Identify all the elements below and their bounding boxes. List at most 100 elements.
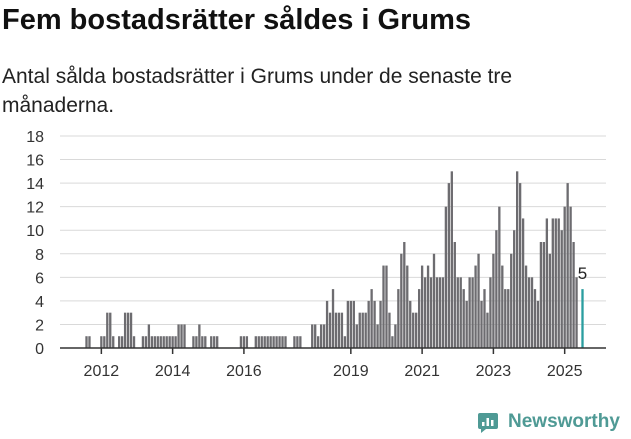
bar — [171, 336, 174, 348]
bar — [385, 265, 388, 348]
bar — [322, 324, 326, 348]
y-tick-label: 6 — [35, 270, 44, 287]
y-axis-ticks: 0 2 4 6 8 10 12 14 16 18 — [26, 129, 44, 358]
brand-name: Newsworthy — [508, 411, 620, 432]
bar — [483, 289, 486, 348]
bar — [355, 324, 358, 348]
bars — [85, 171, 584, 348]
bar — [530, 277, 534, 348]
bar — [474, 265, 477, 348]
bar — [521, 218, 525, 348]
bar — [447, 183, 451, 348]
bar — [257, 336, 260, 348]
bar — [100, 336, 103, 348]
y-tick-label: 0 — [35, 341, 44, 358]
bar — [510, 253, 513, 348]
bar — [337, 312, 341, 348]
bar — [575, 277, 578, 348]
bar — [284, 336, 287, 348]
x-axis-ticks: 2012 2014 2016 2019 2021 2023 2025 — [84, 348, 583, 380]
bar — [388, 312, 391, 348]
bar — [361, 312, 364, 348]
data-labels: 5 — [578, 264, 587, 283]
bar — [391, 336, 394, 348]
bar — [311, 324, 314, 348]
bar — [204, 336, 207, 348]
bar — [379, 300, 382, 348]
bar — [153, 336, 156, 348]
bar — [501, 265, 504, 348]
bar — [281, 336, 284, 348]
bar — [123, 312, 127, 348]
bar — [168, 336, 171, 348]
bar — [317, 336, 320, 348]
bar — [192, 336, 195, 348]
bar — [459, 277, 462, 348]
bar — [162, 336, 165, 348]
bar — [349, 300, 352, 348]
x-tick-label: 2023 — [476, 363, 512, 380]
bar — [518, 183, 522, 348]
bar — [462, 289, 465, 348]
bar — [468, 277, 471, 348]
bar — [314, 324, 317, 348]
y-tick-label: 8 — [35, 247, 44, 264]
bar — [548, 253, 551, 348]
bar — [213, 336, 216, 348]
bar — [551, 218, 554, 348]
y-tick-label: 12 — [26, 200, 44, 217]
bar — [406, 265, 409, 348]
bar — [346, 300, 350, 348]
bar — [159, 336, 162, 348]
data-label: 5 — [578, 264, 587, 283]
bar — [141, 336, 145, 348]
bar — [444, 206, 448, 348]
y-tick-label: 10 — [26, 223, 44, 240]
bar — [486, 312, 489, 348]
newsworthy-logo-icon — [478, 413, 498, 433]
y-tick-label: 2 — [35, 317, 44, 334]
bar — [569, 206, 572, 348]
bar — [498, 206, 501, 348]
bar — [572, 242, 575, 348]
bar — [165, 336, 168, 348]
bar — [373, 300, 376, 348]
bar — [180, 324, 183, 348]
bar — [144, 336, 148, 348]
bar — [524, 265, 528, 348]
bar — [352, 300, 355, 348]
y-tick-label: 18 — [26, 129, 44, 146]
bar — [450, 171, 453, 348]
bar — [435, 277, 439, 348]
bar — [367, 300, 370, 348]
bar — [106, 312, 109, 348]
bar — [417, 289, 421, 348]
bar — [103, 336, 106, 348]
bar — [536, 300, 540, 348]
bar-highlight — [581, 289, 584, 348]
bar — [156, 336, 159, 348]
bar — [465, 300, 468, 348]
x-tick-label: 2019 — [333, 363, 369, 380]
bar — [129, 312, 133, 348]
bar — [150, 336, 153, 348]
bar — [554, 218, 557, 348]
bar — [545, 218, 549, 348]
bar — [453, 242, 456, 348]
bar — [210, 336, 213, 348]
bar — [198, 324, 201, 348]
bar — [426, 265, 430, 348]
bar — [513, 230, 516, 348]
bar — [477, 253, 480, 348]
bar — [480, 300, 483, 348]
x-tick-label: 2012 — [84, 363, 120, 380]
bar — [275, 336, 278, 348]
bar — [527, 277, 531, 348]
bar — [400, 253, 403, 348]
bar — [195, 336, 198, 348]
bar — [334, 312, 338, 348]
bar — [409, 300, 412, 348]
bar — [296, 336, 299, 348]
bar — [109, 312, 112, 348]
bar — [539, 242, 543, 348]
